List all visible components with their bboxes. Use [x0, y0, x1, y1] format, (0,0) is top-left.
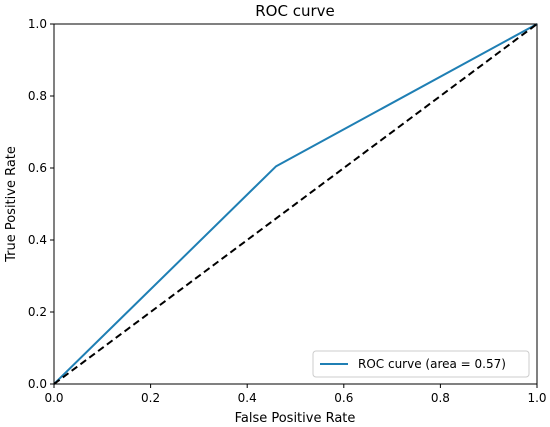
- x-axis-title: False Positive Rate: [235, 411, 356, 426]
- series-layer: [53, 23, 538, 385]
- legend: ROC curve (area = 0.57): [312, 350, 530, 378]
- x-axis-ticks: 0.0 0.2 0.4 0.6 0.8 1.0: [44, 384, 547, 405]
- x-tick-label: 0.4: [238, 391, 257, 405]
- x-tick-label: 0.8: [431, 391, 450, 405]
- x-tick-label: 1.0: [527, 391, 546, 405]
- y-axis-ticks: 0.0 0.2 0.4 0.6 0.8 1.0: [28, 17, 54, 391]
- chart-title: ROC curve: [255, 2, 335, 20]
- y-axis-title: True Positive Rate: [4, 146, 19, 263]
- x-tick-label: 0.2: [141, 391, 160, 405]
- y-tick-label: 0.6: [28, 161, 47, 175]
- y-tick-label: 0.0: [28, 377, 47, 391]
- legend-box: [312, 350, 530, 378]
- y-tick-label: 0.8: [28, 89, 47, 103]
- x-tick-label: 0.0: [44, 391, 63, 405]
- chance-diagonal-line: [53, 23, 538, 385]
- roc-curve-line: [53, 23, 538, 385]
- x-tick-label: 0.6: [334, 391, 353, 405]
- y-tick-label: 0.2: [28, 305, 47, 319]
- legend-label: ROC curve (area = 0.57): [358, 357, 506, 371]
- y-tick-label: 0.4: [28, 233, 47, 247]
- plot-frame: [53, 23, 538, 385]
- y-tick-label: 1.0: [28, 17, 47, 31]
- plot-area: [53, 23, 538, 385]
